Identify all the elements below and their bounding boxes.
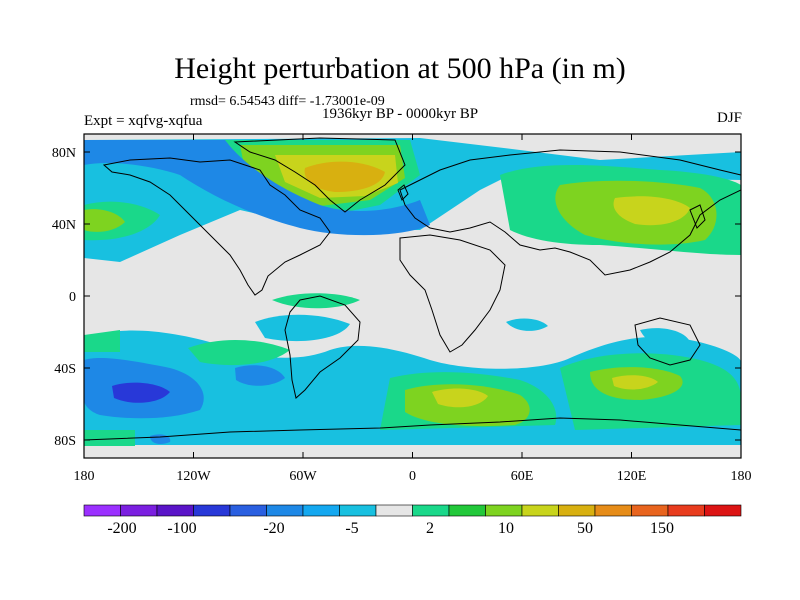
chart-title: Height perturbation at 500 hPa (in m) xyxy=(174,52,626,85)
colorbar-swatch xyxy=(485,504,523,517)
colorbar-label: 10 xyxy=(498,520,514,537)
coast-japan xyxy=(689,204,706,229)
colorbar-swatch xyxy=(375,504,413,517)
colorbar-label: -5 xyxy=(345,520,358,537)
colorbar-label: 2 xyxy=(426,520,434,537)
colorbar-swatch xyxy=(302,504,340,517)
coast-north-america xyxy=(102,157,331,296)
colorbar-swatch xyxy=(521,504,559,517)
colorbar-swatch xyxy=(83,504,121,517)
coast-australia xyxy=(634,317,701,366)
map-field xyxy=(84,134,741,458)
x-tick-label: 0 xyxy=(409,469,416,484)
coast-eurasia xyxy=(399,149,741,276)
colorbar-swatch xyxy=(339,504,377,517)
colorbar-swatch xyxy=(412,504,450,517)
colorbar-swatch xyxy=(594,504,632,517)
x-tick-label: 60E xyxy=(511,469,534,484)
colorbar-label: -20 xyxy=(263,520,284,537)
colorbar-swatch xyxy=(667,504,705,517)
coast-south-america xyxy=(284,295,361,399)
colorbar-swatch xyxy=(120,504,158,517)
colorbar-swatch xyxy=(193,504,231,517)
colorbar-swatch xyxy=(558,504,596,517)
season-label: DJF xyxy=(716,110,742,126)
colorbar-swatch xyxy=(704,504,742,517)
coast-antarctica xyxy=(84,417,741,441)
anomaly-layer-minus100 xyxy=(112,382,170,403)
x-tick-label: 180 xyxy=(74,469,95,484)
experiment-label: Expt = xqfvg-xqfua xyxy=(84,113,203,129)
x-tick-label: 180 xyxy=(731,469,752,484)
coastlines xyxy=(84,137,741,441)
colorbar-label: -100 xyxy=(167,520,196,537)
x-tick-label: 120W xyxy=(176,469,211,484)
colorbar-swatch xyxy=(266,504,304,517)
colorbar-label: 50 xyxy=(577,520,593,537)
colorbar-swatch xyxy=(156,504,194,517)
y-tick-label: 80S xyxy=(54,434,76,449)
y-tick-label: 40N xyxy=(52,218,76,233)
coast-uk xyxy=(397,184,409,201)
colorbar: -200 -100 -20 -5 2 10 50 150 xyxy=(83,504,742,537)
colorbar-label: 150 xyxy=(650,520,674,537)
y-tick-label: 80N xyxy=(52,146,76,161)
y-tick-label: 0 xyxy=(69,290,76,305)
y-tick-label: 40S xyxy=(54,362,76,377)
colorbar-label: -200 xyxy=(107,520,136,537)
stats-line: rmsd= 6.54543 diff= -1.73001e-09 xyxy=(190,94,385,109)
colorbar-swatch xyxy=(229,504,267,517)
axis-ticks: 180 120W 60W 0 60E 120E 180 80N 40N 0 40S 80S xyxy=(52,134,752,484)
colorbar-swatch xyxy=(448,504,486,517)
x-tick-label: 120E xyxy=(617,469,647,484)
anomaly-layer-plus50 xyxy=(304,161,385,192)
colorbar-swatch xyxy=(631,504,669,517)
coast-africa xyxy=(399,234,506,353)
period-label: 1936kyr BP - 0000kyr BP xyxy=(322,106,479,122)
x-tick-label: 60W xyxy=(289,469,317,484)
coast-greenland xyxy=(233,137,406,213)
